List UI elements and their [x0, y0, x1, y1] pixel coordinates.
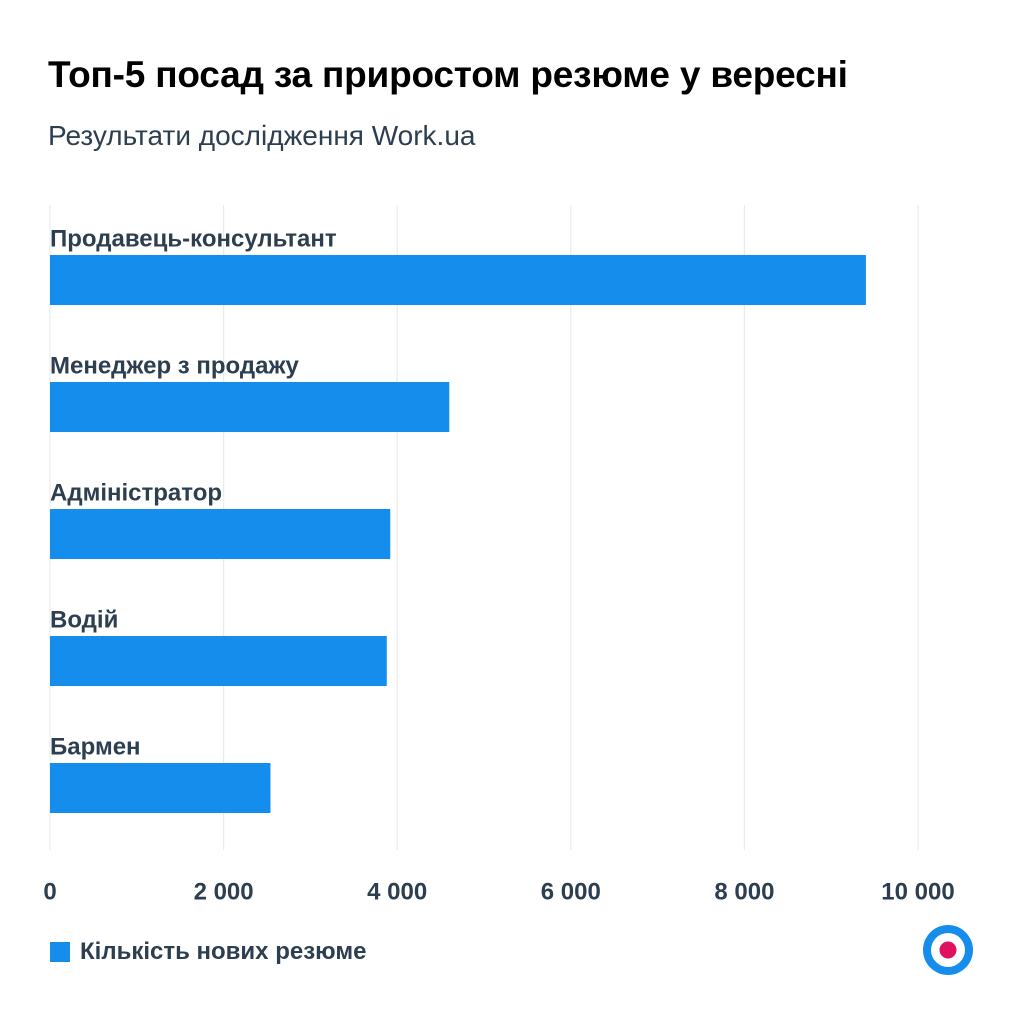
bar [50, 255, 866, 305]
category-label: Адміністратор [50, 479, 222, 506]
bar [50, 763, 271, 813]
bar [50, 636, 387, 686]
x-tick-label: 4 000 [367, 878, 427, 905]
x-tick-label: 10 000 [881, 878, 954, 905]
legend-swatch [50, 942, 70, 962]
category-label: Водій [50, 606, 118, 633]
x-tick-label: 8 000 [714, 878, 774, 905]
chart-title: Топ-5 посад за приростом резюме у вересн… [48, 54, 848, 95]
category-label: Бармен [50, 733, 141, 760]
x-tick-label: 6 000 [541, 878, 601, 905]
target-icon [923, 925, 973, 975]
chart-subtitle: Результати дослідження Work.ua [48, 120, 476, 151]
bar [50, 509, 391, 559]
x-tick-label: 2 000 [194, 878, 254, 905]
legend-label: Кількість нових резюме [80, 938, 367, 965]
category-label: Менеджер з продажу [50, 352, 299, 379]
category-label: Продавець-консультант [50, 225, 337, 252]
x-tick-label: 0 [43, 878, 56, 905]
bar [50, 382, 450, 432]
legend: Кількість нових резюме [50, 938, 366, 966]
